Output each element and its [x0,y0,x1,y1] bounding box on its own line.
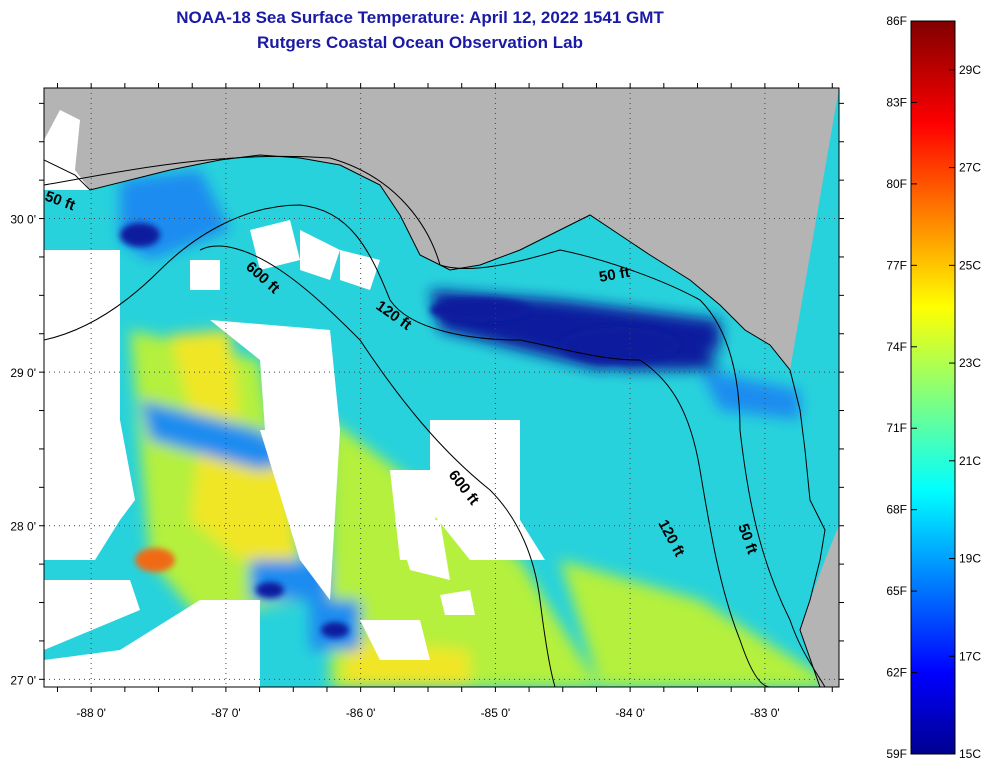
fahrenheit-label: 59F [886,747,907,761]
fahrenheit-label: 62F [886,666,907,680]
lon-tick-label: -84 0' [615,706,645,720]
map-frame [43,87,840,688]
fahrenheit-label: 74F [886,340,907,354]
fahrenheit-label: 68F [886,503,907,517]
longitude-labels: -88 0' -87 0' -86 0' -85 0' -84 0' -83 0' [76,706,779,720]
cloud-mask [44,88,545,687]
lon-tick-label: -83 0' [750,706,780,720]
bathymetry-contours [44,155,826,687]
lon-tick-label: -88 0' [76,706,106,720]
celsius-label: 29C [959,63,981,77]
celsius-label: 19C [959,552,981,566]
celsius-label: 15C [959,747,981,761]
lat-tick-label: 27 0' [10,673,36,687]
fahrenheit-label: 80F [886,177,907,191]
axis-ticks [39,83,844,692]
fahrenheit-label: 65F [886,584,907,598]
colorbar-gradient [910,20,956,755]
fahrenheit-label: 71F [886,421,907,435]
lon-tick-label: -86 0' [346,706,376,720]
lon-tick-label: -87 0' [211,706,241,720]
contour-label: 50 ft [598,264,631,286]
contour-50ft [44,155,826,687]
fahrenheit-label: 83F [886,95,907,109]
lat-tick-label: 28 0' [10,520,36,534]
land-mass [44,88,839,687]
fahrenheit-label: 86F [886,14,907,28]
latitude-labels: 30 0' 29 0' 28 0' 27 0' [10,213,36,688]
celsius-label: 23C [959,356,981,370]
lon-tick-label: -85 0' [481,706,511,720]
map-subtitle: Rutgers Coastal Ocean Observation Lab [257,33,583,52]
celsius-label: 17C [959,649,981,663]
celsius-label: 21C [959,454,981,468]
lat-tick-label: 30 0' [10,213,36,227]
lat-tick-label: 29 0' [10,366,36,380]
celsius-label: 27C [959,161,981,175]
celsius-labels: 29C 27C 25C 23C 21C 19C 17C 15C [959,63,981,761]
celsius-label: 25C [959,258,981,272]
map-title: NOAA-18 Sea Surface Temperature: April 1… [176,8,664,27]
coastline [44,154,826,687]
fahrenheit-label: 77F [886,258,907,272]
fahrenheit-labels: 86F 83F 80F 77F 74F 71F 68F 65F 62F 59F [886,14,907,761]
contour-600ft [199,245,556,687]
contour-120ft [44,204,771,687]
